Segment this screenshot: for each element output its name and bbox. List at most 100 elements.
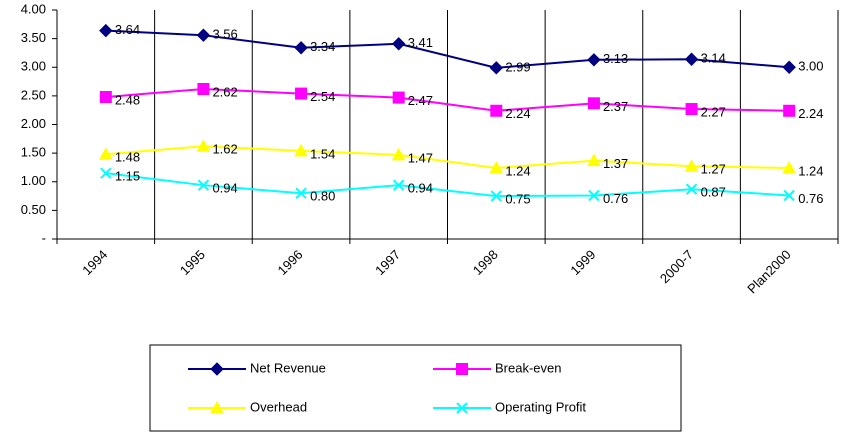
data-label: 1.54: [310, 146, 335, 161]
data-label: 2.47: [408, 93, 433, 108]
data-label: 0.76: [798, 191, 823, 206]
marker: [99, 91, 112, 104]
data-label: 1.27: [701, 162, 726, 177]
marker: [197, 179, 210, 191]
marker: [294, 143, 308, 157]
y-tick-label: 4.00: [21, 1, 46, 16]
marker: [391, 37, 406, 51]
data-label: 0.87: [701, 185, 726, 200]
data-label: 2.62: [212, 84, 237, 99]
data-label: 2.24: [798, 106, 823, 121]
marker: [210, 400, 224, 414]
series-line: [105, 88, 790, 112]
marker: [684, 52, 699, 66]
legend-box: [149, 344, 682, 432]
marker: [294, 41, 308, 55]
data-label: 2.99: [505, 59, 530, 74]
marker: [210, 362, 224, 376]
data-label: 1.47: [408, 150, 433, 165]
marker: [392, 91, 405, 104]
marker: [783, 104, 796, 117]
x-tick-label: 1997: [372, 247, 403, 278]
legend-label: Net Revenue: [250, 360, 326, 375]
legend-label: Break-even: [495, 360, 561, 375]
x-tick-label: 1999: [567, 247, 598, 278]
y-tick-label: 1.00: [21, 173, 46, 188]
marker: [295, 187, 307, 199]
marker: [489, 61, 504, 75]
marker: [587, 97, 600, 110]
y-tick-label: 1.50: [21, 145, 46, 160]
marker: [391, 147, 406, 161]
marker: [100, 167, 112, 179]
data-label: 3.14: [701, 51, 726, 66]
legend-item: Overhead: [188, 399, 307, 414]
data-label: 3.34: [310, 39, 335, 54]
data-label: 0.80: [310, 189, 335, 204]
data-label: 3.00: [798, 59, 823, 74]
x-tick-label: 1998: [470, 247, 501, 278]
marker: [684, 159, 699, 172]
x-tick-label: 2000-7: [657, 247, 696, 286]
data-label: 0.94: [212, 181, 237, 196]
y-tick-label: 2.50: [21, 87, 46, 102]
legend: Net Revenue Break-even Overhead Operating P…: [149, 344, 682, 432]
marker: [489, 160, 504, 174]
series-line: [105, 172, 790, 198]
marker: [490, 104, 503, 117]
x-tick-label: 1995: [177, 247, 208, 278]
marker: [197, 83, 210, 96]
y-tick-label: 2.00: [21, 116, 46, 131]
marker: [587, 153, 601, 167]
marker: [392, 179, 405, 191]
data-label: 3.56: [212, 27, 237, 42]
data-label: 1.37: [603, 156, 628, 171]
marker: [783, 189, 795, 202]
data-label: 1.15: [115, 169, 140, 184]
marker: [295, 87, 308, 100]
data-label: 0.75: [505, 192, 530, 207]
series-line: [105, 29, 790, 69]
y-tick-label: 0.50: [21, 202, 46, 217]
marker: [98, 147, 113, 160]
marker: [99, 23, 113, 38]
y-tick-label: 3.00: [21, 59, 46, 74]
data-label: 2.48: [115, 92, 140, 107]
marker: [685, 183, 698, 195]
data-label: 1.24: [505, 163, 530, 178]
legend-item: Operating Profit: [433, 399, 586, 414]
data-label: 2.37: [603, 99, 628, 114]
data-label: 0.94: [408, 181, 433, 196]
marker: [782, 60, 796, 74]
marker: [196, 28, 211, 42]
x-tick-label: 1994: [79, 247, 110, 278]
legend-label: Overhead: [250, 399, 307, 414]
series-line: [105, 145, 790, 170]
x-tick-label: 1996: [275, 247, 306, 278]
data-label: 2.27: [701, 104, 726, 119]
marker: [685, 103, 698, 116]
data-label: 3.41: [408, 35, 433, 50]
data-label: 1.48: [115, 150, 140, 165]
data-label: 1.24: [798, 163, 823, 178]
marker: [456, 402, 468, 414]
legend-item: Break-even: [433, 360, 561, 375]
data-label: 3.13: [603, 51, 628, 66]
legend-label: Operating Profit: [495, 399, 586, 414]
marker: [588, 189, 600, 202]
data-label: 0.76: [603, 191, 628, 206]
x-tick-label: Plan2000: [744, 247, 793, 296]
data-label: 2.24: [505, 106, 530, 121]
marker: [782, 160, 797, 174]
y-tick-label: -: [42, 230, 46, 245]
marker: [587, 53, 601, 67]
marker: [490, 190, 503, 202]
y-tick-label: 3.50: [21, 30, 46, 45]
marker: [196, 139, 211, 152]
marker: [456, 363, 468, 375]
legend-item: Net Revenue: [188, 360, 326, 376]
data-label: 3.64: [115, 22, 140, 37]
data-label: 2.54: [310, 89, 335, 104]
